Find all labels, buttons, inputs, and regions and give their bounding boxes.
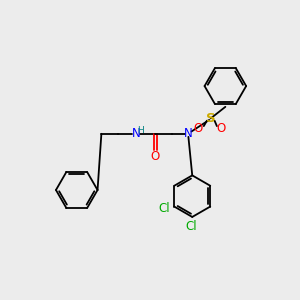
Text: N: N [132,127,140,140]
Text: O: O [216,122,225,135]
Text: N: N [184,127,193,140]
Text: Cl: Cl [185,220,197,233]
Text: O: O [151,150,160,163]
Text: S: S [206,112,215,125]
Text: O: O [194,122,203,135]
Text: Cl: Cl [158,202,170,215]
Text: H: H [137,126,144,135]
